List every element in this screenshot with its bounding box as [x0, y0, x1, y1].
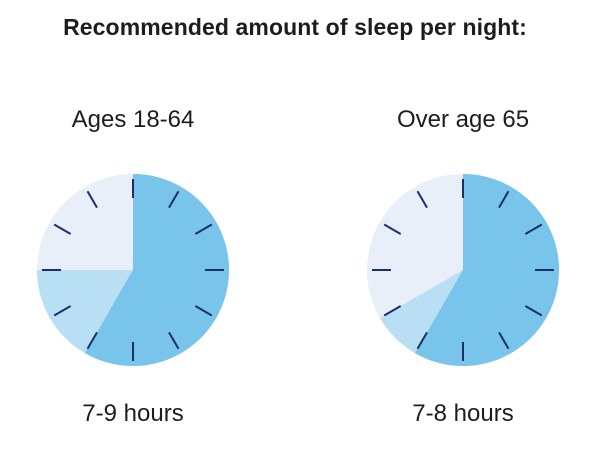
sleep-minimum-slice	[85, 174, 229, 366]
sleep-minimum-slice	[415, 174, 559, 366]
hour-tick	[416, 190, 428, 209]
hour-tick	[524, 305, 543, 317]
panel-over-age-65: Over age 65 7-8 hours	[333, 104, 590, 444]
hour-tick	[86, 190, 98, 209]
clock-icon	[367, 174, 559, 366]
hour-tick	[86, 331, 98, 350]
hour-tick	[194, 223, 213, 235]
hour-tick	[53, 305, 72, 317]
panel-ages-18-64: Ages 18-64 7-9 hours	[3, 104, 263, 444]
hour-tick	[383, 223, 402, 235]
hour-tick	[168, 331, 180, 350]
hour-tick	[498, 331, 510, 350]
hour-tick	[53, 223, 72, 235]
hour-tick	[416, 331, 428, 350]
hour-tick	[498, 190, 510, 209]
hour-tick	[524, 223, 543, 235]
hour-tick	[168, 190, 180, 209]
page-title: Recommended amount of sleep per night:	[63, 14, 527, 40]
clock-icon	[37, 174, 229, 366]
panel-caption: 7-8 hours	[412, 400, 514, 427]
panel-caption: 7-9 hours	[82, 400, 184, 427]
hour-tick	[194, 305, 213, 317]
panel-heading: Ages 18-64	[71, 106, 195, 133]
hour-tick	[383, 305, 402, 317]
panel-heading: Over age 65	[396, 106, 530, 133]
